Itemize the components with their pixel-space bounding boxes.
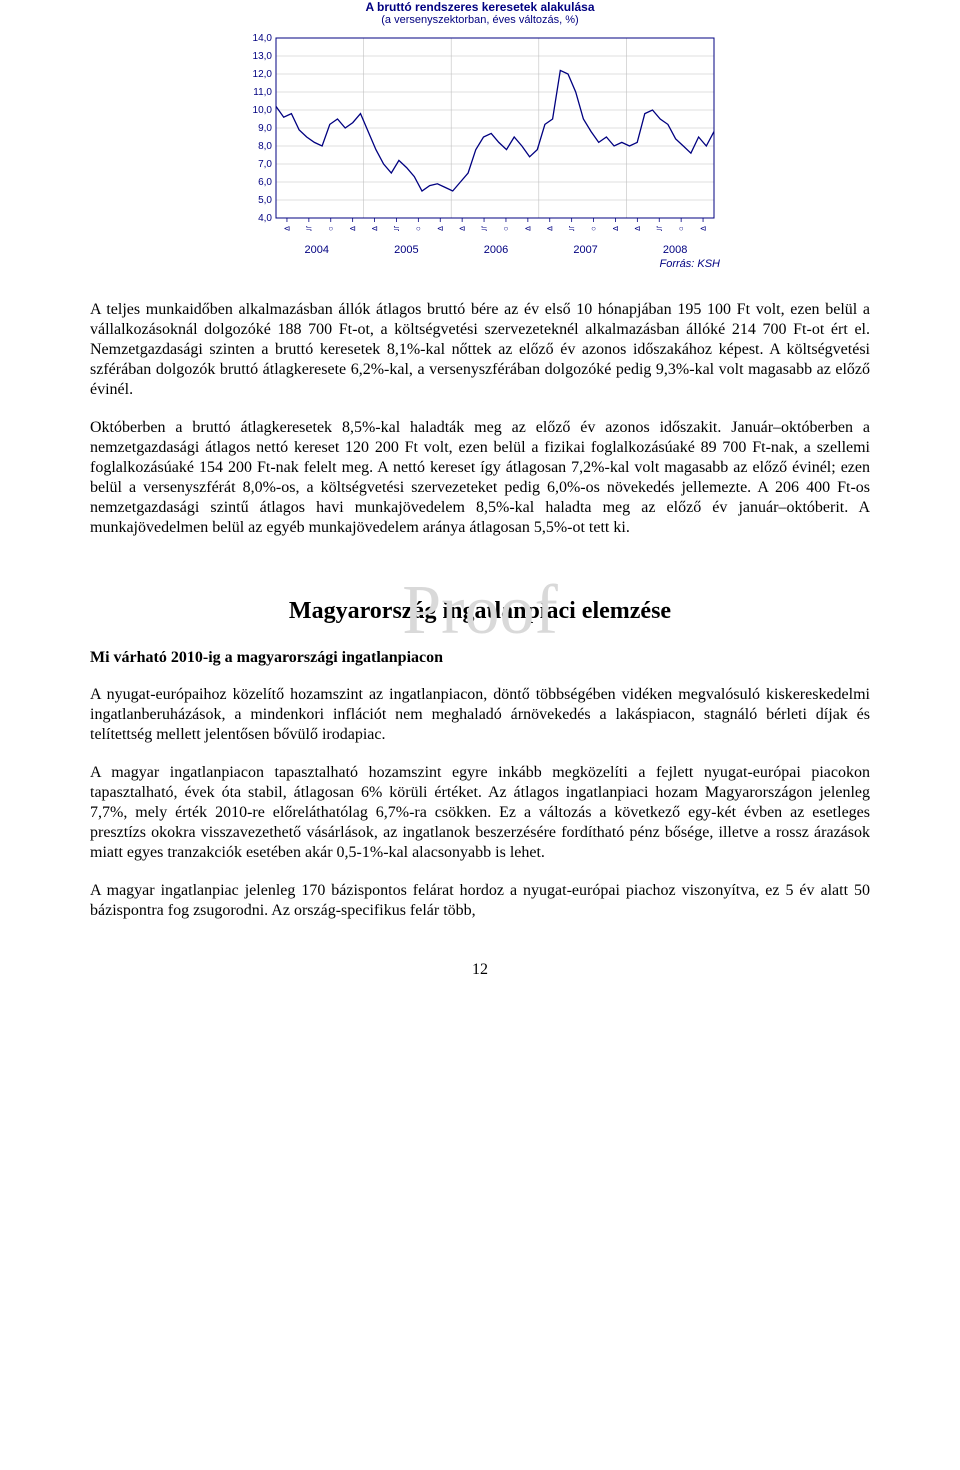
svg-text:≒: ≒ — [305, 224, 312, 233]
svg-text:≒: ≒ — [393, 224, 400, 233]
body-paragraph-2: Októberben a bruttó átlagkeresetek 8,5%-… — [90, 418, 870, 538]
svg-text:4,0: 4,0 — [258, 213, 272, 224]
svg-text:8,0: 8,0 — [258, 141, 272, 152]
body-paragraph-3: A nyugat-európaihoz közelítő hozamszint … — [90, 685, 870, 745]
svg-text:≒: ≒ — [656, 224, 663, 233]
svg-text:○: ○ — [504, 224, 509, 233]
svg-text:5,0: 5,0 — [258, 195, 272, 206]
svg-text:⊲: ⊲ — [437, 224, 444, 233]
section-title: Magyarország ingatlanpiaci elemzése — [90, 598, 870, 625]
svg-text:○: ○ — [679, 224, 684, 233]
svg-text:○: ○ — [591, 224, 596, 233]
svg-text:6,0: 6,0 — [258, 177, 272, 188]
chart-title: A bruttó rendszeres keresetek alakulása — [240, 0, 720, 14]
chart-plot-area: 14,0 13,0 12,0 11,0 10,0 9,0 8,0 7,0 6,0 5,0 4,0 ⊲ ≒… — [240, 32, 720, 242]
body-paragraph-5: A magyar ingatlanpiac jelenleg 170 bázis… — [90, 881, 870, 921]
earnings-chart: A bruttó rendszeres keresetek alakulása … — [240, 0, 720, 270]
svg-text:≒: ≒ — [481, 224, 488, 233]
svg-text:10,0: 10,0 — [253, 105, 273, 116]
body-paragraph-1: A teljes munkaidőben alkalmazásban állók… — [90, 300, 870, 400]
svg-text:⊲: ⊲ — [546, 224, 553, 233]
chart-source: Forrás: KSH — [240, 258, 720, 270]
chart-x-year-labels: 20042005200620072008 — [272, 244, 720, 256]
svg-text:⊲: ⊲ — [700, 224, 707, 233]
svg-text:⊲: ⊲ — [349, 224, 356, 233]
svg-text:○: ○ — [328, 224, 333, 233]
svg-text:9,0: 9,0 — [258, 123, 272, 134]
chart-subtitle: (a versenyszektorban, éves változás, %) — [240, 14, 720, 26]
svg-text:⊲: ⊲ — [612, 224, 619, 233]
svg-text:7,0: 7,0 — [258, 159, 272, 170]
svg-text:⊲: ⊲ — [634, 224, 641, 233]
svg-text:⊲: ⊲ — [371, 224, 378, 233]
svg-text:○: ○ — [416, 224, 421, 233]
svg-text:≒: ≒ — [568, 224, 575, 233]
svg-text:⊲: ⊲ — [459, 224, 466, 233]
page-number: 12 — [90, 961, 870, 979]
svg-text:11,0: 11,0 — [253, 87, 272, 98]
svg-text:⊲: ⊲ — [524, 224, 531, 233]
svg-text:14,0: 14,0 — [253, 33, 273, 44]
body-paragraph-4: A magyar ingatlanpiacon tapasztalható ho… — [90, 763, 870, 863]
svg-text:12,0: 12,0 — [253, 69, 273, 80]
subheading: Mi várható 2010-ig a magyarországi ingat… — [90, 649, 870, 667]
svg-text:13,0: 13,0 — [253, 51, 273, 62]
svg-text:⊲: ⊲ — [284, 224, 291, 233]
